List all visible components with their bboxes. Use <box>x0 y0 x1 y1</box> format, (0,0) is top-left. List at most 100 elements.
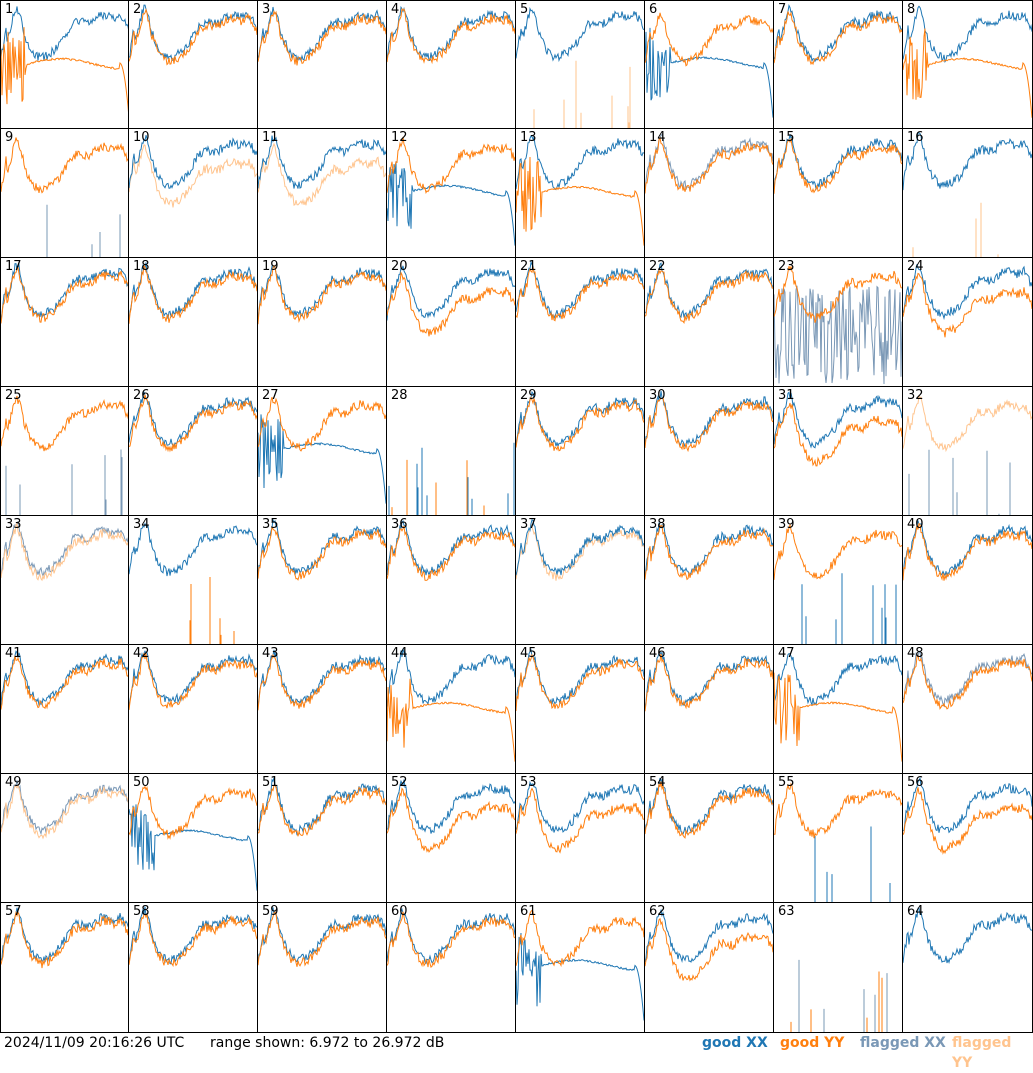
panel-53: 53 <box>516 774 645 903</box>
panel-plot <box>903 264 1032 338</box>
panel-number: 3 <box>262 2 271 17</box>
good-yy-series <box>129 394 257 453</box>
good-xx-series <box>129 4 257 62</box>
good-yy-series <box>391 459 485 515</box>
panel-number: 15 <box>778 130 795 145</box>
panel-number: 12 <box>391 130 408 145</box>
panel-number: 39 <box>778 517 795 532</box>
good-yy-series <box>387 136 515 194</box>
panel-plot <box>790 959 888 1032</box>
good-yy-series <box>387 911 515 969</box>
good-xx-series <box>387 5 515 62</box>
good-yy-series <box>645 397 773 453</box>
panel-plot <box>1 650 128 710</box>
panel-plot <box>1 263 128 324</box>
good-xx-series <box>387 161 515 246</box>
legend-good-xx: good XX <box>702 1035 768 1051</box>
good-xx-series <box>129 650 257 706</box>
good-xx-series <box>129 804 257 891</box>
flagged-yy-series <box>516 523 644 581</box>
good-xx-series <box>774 653 902 707</box>
panel-number: 53 <box>520 775 537 790</box>
panel-7: 7 <box>774 0 903 129</box>
panel-2: 2 <box>129 0 258 129</box>
panel-number: 45 <box>520 646 537 661</box>
good-yy-series <box>645 653 773 712</box>
panel-plot <box>516 909 644 1021</box>
panel-6: 6 <box>645 0 774 129</box>
panel-number: 16 <box>907 130 924 145</box>
good-yy-series <box>903 272 1032 338</box>
panel-plot <box>903 132 1032 257</box>
panel-32: 32 <box>903 387 1033 516</box>
panel-plot <box>129 135 257 208</box>
panel-plot <box>258 264 386 325</box>
good-xx-series <box>903 906 1032 964</box>
good-xx-series <box>258 135 386 189</box>
panel-13: 13 <box>516 129 645 258</box>
good-yy-series <box>903 655 1032 710</box>
panel-plot <box>387 648 515 762</box>
panel-plot <box>1 780 128 840</box>
panel-plot <box>1 395 128 515</box>
flagged-xx-series <box>5 449 123 515</box>
good-yy-series <box>258 911 386 967</box>
legend-good-yy: good YY <box>780 1035 845 1051</box>
good-xx-series <box>516 135 644 191</box>
panel-number: 14 <box>649 130 666 145</box>
panel-number: 44 <box>391 646 408 661</box>
panel-number: 13 <box>520 130 537 145</box>
good-yy-series <box>387 7 515 65</box>
flagged-xx-series <box>1 521 128 577</box>
panel-plot <box>774 265 902 385</box>
panel-plot <box>129 906 257 968</box>
good-yy-series <box>258 264 386 325</box>
good-yy-series <box>903 787 1032 855</box>
good-xx-series <box>903 5 1032 64</box>
good-yy-series <box>129 264 257 324</box>
panel-33: 33 <box>0 516 129 645</box>
panel-44: 44 <box>387 645 516 774</box>
panel-number: 34 <box>133 517 150 532</box>
panel-plot <box>645 650 773 712</box>
panel-plot <box>129 391 257 453</box>
panel-plot <box>903 394 1032 515</box>
panel-51: 51 <box>258 774 387 903</box>
footer: 2024/11/09 20:16:26 UTC range shown: 6.9… <box>0 1033 1033 1071</box>
panel-plot <box>129 4 257 66</box>
flagged-yy-series <box>912 202 999 257</box>
panel-number: 40 <box>907 517 924 532</box>
panel-60: 60 <box>387 903 516 1033</box>
panel-20: 20 <box>387 258 516 387</box>
panel-63: 63 <box>774 903 903 1033</box>
panel-number: 4 <box>391 2 400 17</box>
panel-54: 54 <box>645 774 774 903</box>
good-yy-series <box>129 785 257 840</box>
panel-plot <box>1 137 128 257</box>
panel-48: 48 <box>903 645 1033 774</box>
panel-plot <box>129 262 257 324</box>
panel-number: 31 <box>778 388 795 403</box>
good-xx-series <box>903 132 1032 191</box>
panel-number: 58 <box>133 904 150 919</box>
flagged-xx-series <box>774 285 902 385</box>
panel-number: 28 <box>391 388 408 403</box>
panel-22: 22 <box>645 258 774 387</box>
panel-plot <box>903 5 1032 118</box>
panel-plot <box>387 779 515 853</box>
good-yy-series <box>1 910 128 969</box>
panel-plot <box>516 648 644 712</box>
panel-49: 49 <box>0 774 129 903</box>
panel-number: 17 <box>5 259 22 274</box>
good-xx-series <box>387 648 515 707</box>
panel-plot <box>645 777 773 839</box>
panel-plot <box>774 4 902 66</box>
flagged-yy-series <box>533 60 631 128</box>
legend-flagged-xx: flagged XX <box>860 1035 946 1051</box>
panel-64: 64 <box>903 903 1033 1033</box>
good-yy-series <box>258 396 386 452</box>
panel-number: 11 <box>262 130 279 145</box>
range-label: range shown: 6.972 to 26.972 dB <box>210 1035 445 1051</box>
panel-37: 37 <box>516 516 645 645</box>
panel-25: 25 <box>0 387 129 516</box>
